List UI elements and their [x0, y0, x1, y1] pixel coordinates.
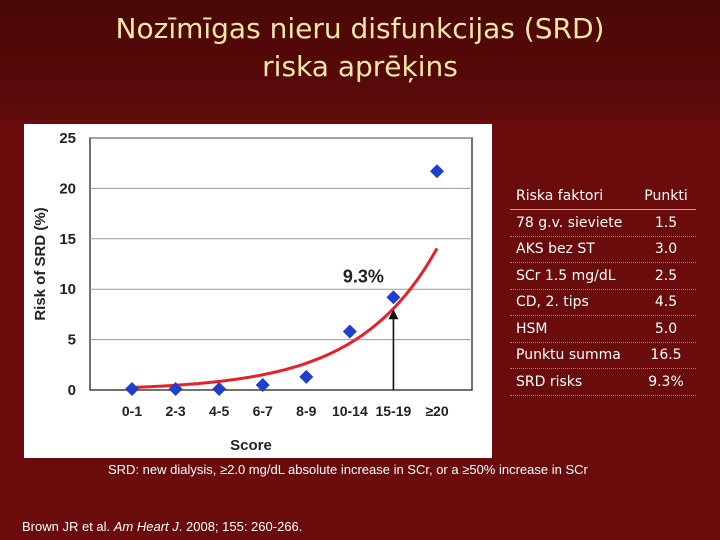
x-tick-label: 4-5 — [209, 403, 229, 419]
risk-chart: 0 5 10 15 20 25 0-1 2-3 4-5 6-7 8-9 10-14 15-19 ≥20 Sc… — [32, 130, 473, 454]
data-point — [255, 377, 270, 392]
y-tick-label: 0 — [68, 382, 76, 399]
table-header-value: Punkti — [644, 188, 688, 204]
row-label: SCr 1.5 mg/dL — [516, 267, 616, 284]
row-value: 3.0 — [654, 241, 678, 258]
title-line-2: riska aprēķins — [262, 50, 458, 83]
data-point — [430, 164, 444, 179]
row-label: 78 g.v. sieviete — [516, 214, 623, 231]
x-tick-label: 15-19 — [376, 403, 412, 419]
title-line-1: Nozīmīgas nieru disfunkcijas (SRD) — [115, 12, 605, 45]
citation-author: Brown JR et al. — [22, 519, 114, 534]
data-point — [342, 324, 357, 339]
row-label: Punktu summa — [516, 347, 621, 364]
table-header-label: Riska faktori — [516, 188, 604, 204]
footnote: SRD: new dialysis, ≥2.0 mg/dL absolute i… — [108, 462, 588, 477]
table-row: SRD risks 9.3% — [510, 369, 696, 396]
table-header-row: Riska faktori Punkti — [510, 183, 696, 210]
row-label: CD, 2. tips — [516, 294, 589, 311]
row-value: 9.3% — [648, 373, 684, 390]
risk-chart-panel: 0 5 10 15 20 25 0-1 2-3 4-5 6-7 8-9 10-14 15-19 ≥20 Sc… — [24, 124, 492, 458]
row-value: 1.5 — [654, 214, 678, 231]
row-value: 5.0 — [654, 320, 678, 337]
row-value: 16.5 — [650, 347, 682, 364]
table-row: 78 g.v. sieviete 1.5 — [510, 210, 696, 237]
data-point — [168, 381, 183, 396]
row-value: 4.5 — [654, 294, 678, 311]
data-point — [299, 369, 314, 384]
table-row: HSM 5.0 — [510, 316, 696, 343]
plot-frame — [89, 137, 473, 391]
table-row: SCr 1.5 mg/dL 2.5 — [510, 263, 696, 290]
annotation-label: 9.3% — [343, 266, 384, 286]
y-tick-label: 5 — [68, 332, 76, 349]
row-label: AKS bez ST — [516, 241, 595, 258]
x-tick-label: 2-3 — [165, 403, 185, 419]
x-tick-label: ≥20 — [425, 403, 448, 419]
row-value: 2.5 — [654, 267, 678, 284]
citation: Brown JR et al. Am Heart J. 2008; 155: 2… — [22, 519, 302, 534]
data-point — [212, 381, 227, 396]
y-tick-label: 25 — [59, 130, 76, 147]
citation-rest: . 2008; 155: 260-266. — [178, 519, 303, 534]
y-tick-label: 15 — [59, 231, 76, 248]
risk-factor-table: Riska faktori Punkti 78 g.v. sieviete 1.… — [510, 183, 696, 396]
y-tick-label: 10 — [59, 281, 76, 298]
x-tick-label: 8-9 — [296, 403, 316, 419]
table-row: Punktu summa 16.5 — [510, 343, 696, 369]
fitted-curve — [131, 247, 439, 389]
table-row: CD, 2. tips 4.5 — [510, 290, 696, 316]
table-row: AKS bez ST 3.0 — [510, 237, 696, 263]
citation-journal: Am Heart J — [113, 519, 179, 534]
y-tick-label: 20 — [59, 180, 76, 197]
y-axis-title: Risk of SRD (%) — [32, 207, 49, 320]
row-label: SRD risks — [516, 373, 583, 390]
x-tick-label: 6-7 — [253, 403, 273, 419]
x-tick-label: 10-14 — [332, 403, 368, 419]
data-point — [125, 381, 139, 396]
x-tick-label: 0-1 — [122, 403, 142, 419]
annotation-arrow-head — [388, 309, 399, 320]
slide-title: Nozīmīgas nieru disfunkcijas (SRD) riska… — [0, 10, 720, 86]
x-axis-title: Score — [230, 437, 272, 454]
row-label: HSM — [516, 320, 548, 337]
data-point — [386, 290, 401, 305]
